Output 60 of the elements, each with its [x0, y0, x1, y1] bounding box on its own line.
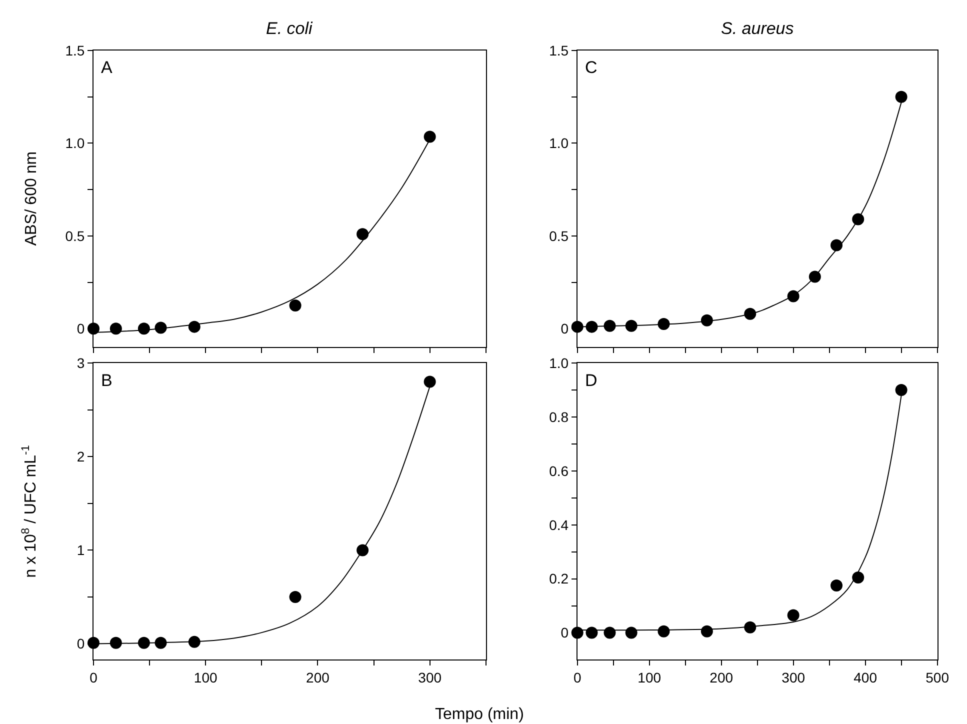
point [289, 591, 302, 604]
point [658, 625, 670, 638]
y-tick-label: 0 [560, 624, 569, 641]
point [700, 625, 713, 638]
x-tick-label: 500 [926, 670, 950, 686]
y-tick-label: 0 [76, 636, 85, 652]
point [895, 90, 908, 103]
y-tick-label: 1.0 [65, 135, 85, 152]
y-axis-title: ABS/ 600 nm [22, 151, 40, 246]
x-tick-label: 300 [418, 670, 442, 686]
point [808, 270, 821, 283]
point [895, 384, 908, 396]
x-axis-title: Tempo (min) [435, 706, 524, 723]
y-tick-label: 1.5 [65, 42, 85, 58]
y-tick-label: 0 [560, 320, 569, 337]
x-tick-label: 100 [194, 670, 218, 686]
x-tick-label: 0 [573, 670, 582, 686]
x-tick-label: 300 [782, 670, 806, 686]
x-tick-label: 400 [854, 670, 878, 686]
x-tick-label: 200 [306, 670, 330, 686]
chart-title: E. coli [266, 19, 314, 38]
y-tick-label: 1.5 [549, 42, 569, 58]
point [625, 320, 638, 332]
point [852, 571, 864, 584]
y-tick-label: 1.0 [549, 135, 569, 152]
point [830, 239, 843, 252]
chart-title: S. aureus [721, 19, 794, 38]
y-tick-label: 0.2 [549, 570, 569, 587]
y-tick-label: 0.4 [549, 516, 569, 533]
annotation: A [101, 58, 113, 77]
point [356, 228, 369, 240]
y-tick-label: 0.5 [549, 228, 569, 244]
y-tick-label: 1.0 [549, 354, 569, 371]
y-tick-label: 0 [76, 320, 85, 337]
point [604, 320, 616, 332]
point [188, 636, 200, 648]
y-tick-label: 0.6 [549, 462, 569, 479]
annotation: C [585, 58, 598, 77]
point [830, 580, 843, 592]
annotation: B [101, 371, 112, 390]
point [138, 322, 150, 335]
y-tick-label: 0.5 [65, 228, 85, 244]
point [188, 320, 200, 333]
x-tick-label: 100 [638, 670, 662, 686]
point [852, 213, 864, 226]
y-tick-label: 3 [76, 354, 85, 371]
point [787, 609, 800, 622]
point [154, 636, 167, 649]
point [289, 299, 302, 312]
point [658, 318, 670, 330]
point [424, 376, 436, 388]
y-tick-label: 2 [76, 448, 85, 465]
y-tick-label: 0.8 [549, 408, 569, 425]
x-tick-label: 0 [90, 670, 98, 686]
point [356, 544, 369, 556]
annotation: D [585, 371, 598, 390]
y-tick-label: 1 [76, 542, 85, 558]
point [110, 322, 122, 335]
x-tick-label: 200 [710, 670, 734, 686]
point [424, 130, 436, 143]
